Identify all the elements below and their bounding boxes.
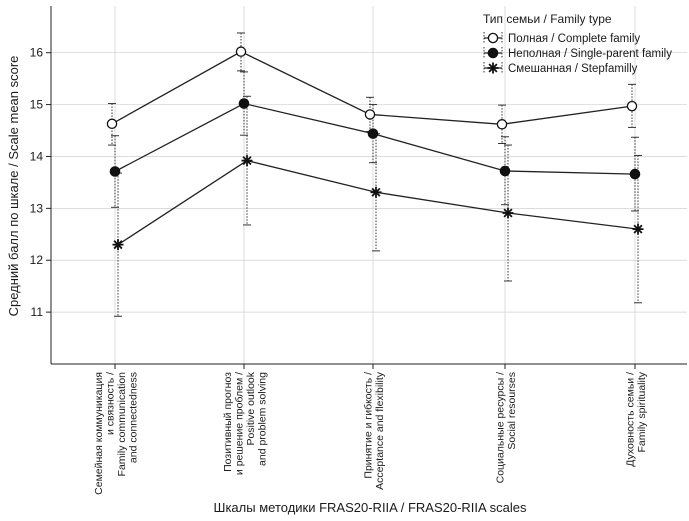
x-category-label-line: and connectedness [127, 372, 139, 463]
legend-label: Полная / Complete family [508, 33, 640, 45]
y-tick-label: 13 [30, 201, 44, 215]
x-category-label-line: Social resourses [506, 372, 518, 450]
legend-item: Смешанная / Stepfamilly [483, 62, 638, 75]
legend-label: Неполная / Single-parent family [508, 48, 672, 60]
data-point [241, 155, 253, 167]
x-category-label-line: Позитивный прогноз [222, 372, 234, 472]
legend: Полная / Complete family Неполная / Singl… [483, 32, 672, 75]
x-category-label-line: Acceptance and flexibility [374, 371, 386, 490]
x-category-label: Духовность семьи / Family spirituality [624, 371, 648, 466]
legend-marker [487, 32, 499, 44]
x-category-label: Семейная коммуникация и связность / Family… [93, 372, 140, 495]
series-lines [111, 50, 639, 246]
error-bars [108, 32, 642, 317]
x-category-label-line: and problem solving [256, 372, 268, 466]
y-tick-label: 14 [30, 149, 44, 163]
x-category-label-line: Family communication [116, 372, 128, 477]
x-category-label: Социальные ресурсы / Social resourses [494, 372, 518, 483]
data-point [109, 166, 121, 177]
y-tick-label: 15 [30, 98, 44, 112]
legend-item: Неполная / Single-parent family [483, 47, 672, 60]
data-point [629, 168, 641, 180]
series-markers [106, 46, 644, 251]
y-tick-label: 16 [30, 46, 44, 60]
data-point [496, 119, 508, 130]
x-axis-title: Шкалы методики FRAS20-RIIA / FRAS20-RIIA… [214, 500, 527, 515]
y-tick-label: 12 [30, 253, 44, 267]
x-category-label: Позитивный прогноз и решение проблем / Pos… [222, 371, 269, 475]
data-point [112, 239, 124, 251]
y-tick-label: 11 [31, 305, 44, 319]
legend-item: Полная / Complete family [483, 32, 640, 45]
x-category-label-line: Positive outlook [245, 371, 257, 445]
data-point [235, 46, 247, 57]
x-category-label-line: и решение проблем / [233, 372, 245, 475]
y-axis-title: Средний балл по шкале / Scale mean score [6, 56, 21, 317]
series-line-3 [117, 159, 639, 246]
data-point [238, 98, 250, 109]
data-point [626, 100, 638, 112]
x-category-label-line: Family spirituality [636, 371, 648, 452]
data-point [106, 118, 118, 130]
x-category-label-line: Принятие и гибкость / [362, 372, 374, 479]
data-point [364, 109, 376, 120]
labels: 11 12 13 14 15 16 Семейная коммуникация и связн… [30, 46, 648, 495]
legend-title: Тип семьи / Family type [483, 12, 612, 26]
data-point [499, 165, 511, 177]
x-category-label-line: Семейная коммуникация [93, 372, 105, 495]
data-point [632, 223, 644, 235]
x-category-label-line: и связность / [104, 372, 116, 435]
axes [46, 6, 687, 369]
data-point [367, 128, 379, 139]
x-category-label: Принятие и гибкость / Acceptance and flex… [362, 371, 386, 490]
legend-marker [487, 62, 499, 74]
legend-marker [487, 47, 499, 59]
x-category-label-line: Социальные ресурсы / [494, 372, 506, 483]
data-point [370, 186, 382, 198]
x-category-label-line: Духовность семьи / [624, 372, 636, 467]
legend-label: Смешанная / Stepfamilly [508, 63, 638, 75]
data-point [502, 207, 514, 219]
